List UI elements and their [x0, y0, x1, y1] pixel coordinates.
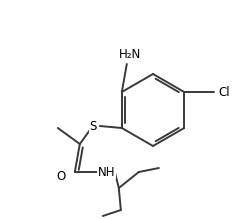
Text: H₂N: H₂N	[119, 48, 141, 62]
Text: O: O	[56, 171, 65, 184]
Text: NH: NH	[98, 166, 116, 178]
Text: S: S	[89, 120, 96, 132]
Text: Cl: Cl	[218, 85, 230, 99]
